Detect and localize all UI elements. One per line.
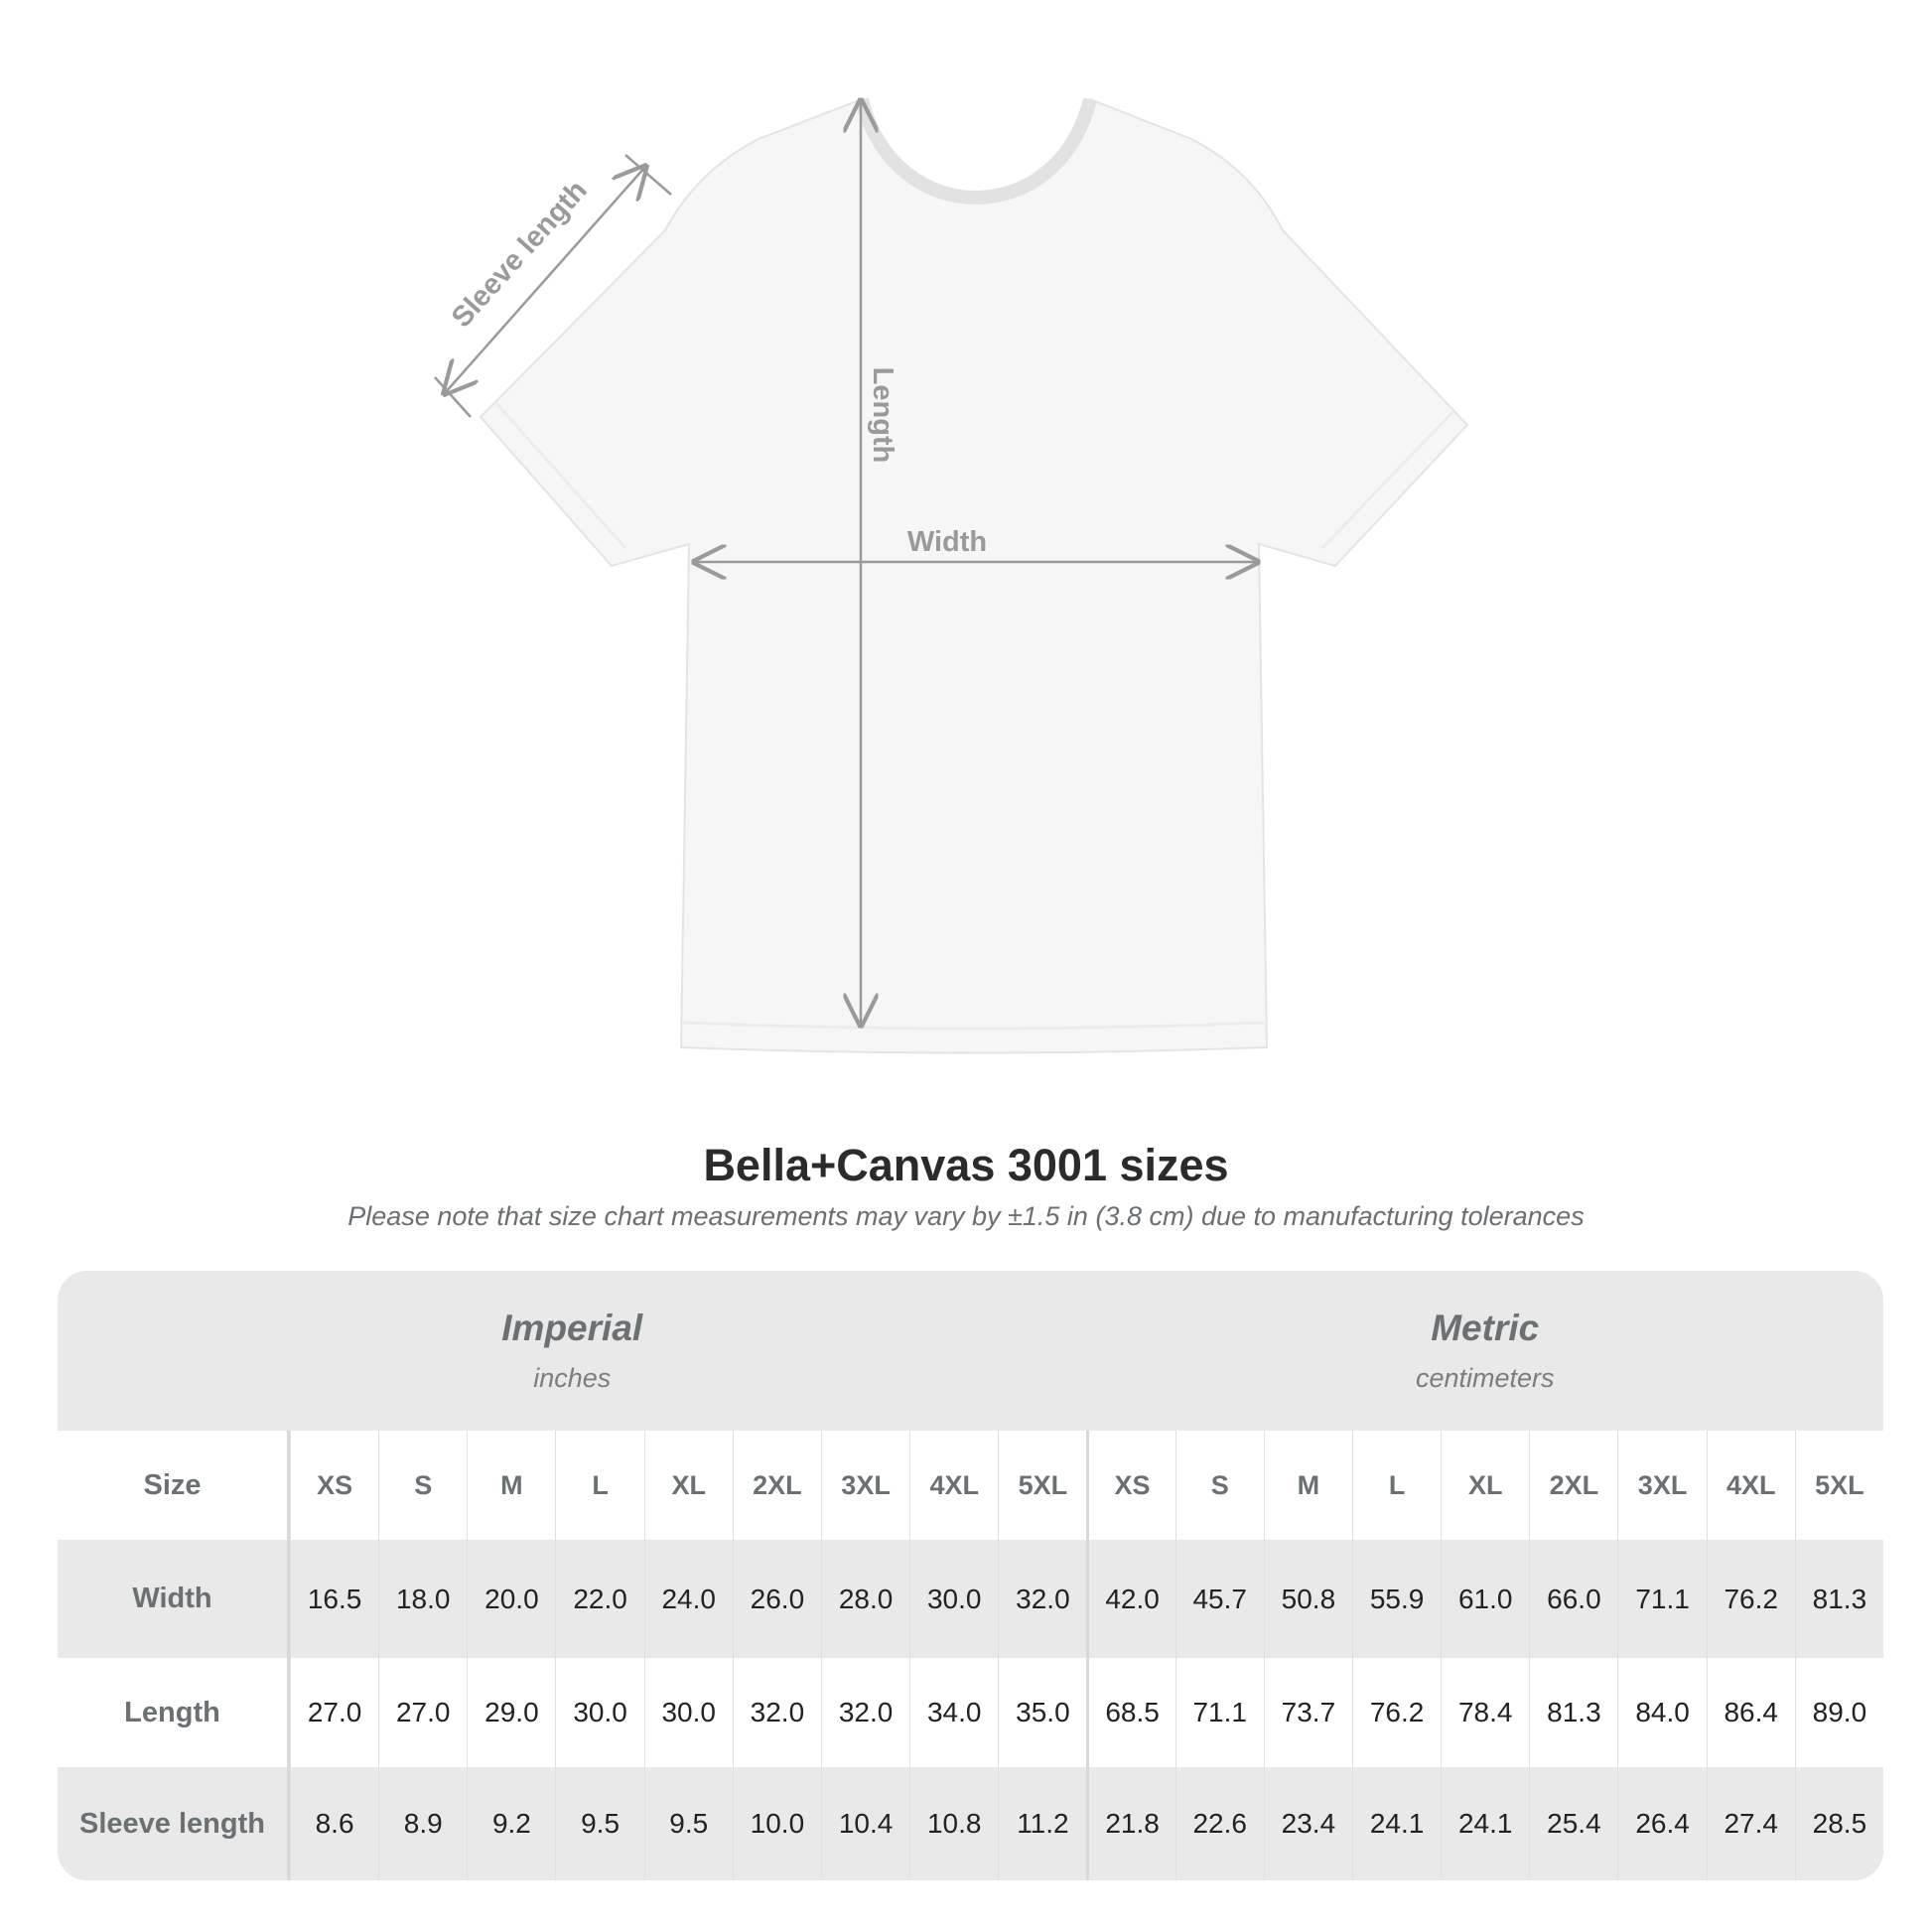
imperial-value-cell: 26.0 [732,1540,821,1658]
imperial-value-cell: 10.4 [820,1767,910,1880]
imperial-header: Imperial inches [58,1271,1087,1431]
imperial-value-cell: 32.0 [998,1540,1087,1658]
metric-value-cell: 28.5 [1794,1767,1883,1880]
metric-value-cell: 23.4 [1263,1767,1352,1880]
length-label: Length [867,367,898,464]
imperial-value-cell: 18.0 [378,1540,468,1658]
metric-value-cell: 76.2 [1351,1658,1442,1767]
imperial-size-header: 4XL [909,1431,999,1540]
size-chart-table: Imperial inches Metric centimeters Size X… [58,1271,1883,1880]
metric-size-header: L [1351,1431,1442,1540]
size-row-label: Size [58,1431,290,1540]
metric-value-cell: 86.4 [1706,1658,1795,1767]
metric-value-cell: 76.2 [1706,1540,1795,1658]
imperial-size-header: L [555,1431,644,1540]
metric-size-header: 5XL [1794,1431,1883,1540]
tshirt-image [479,97,1469,1054]
metric-size-header: 3XL [1617,1431,1707,1540]
imperial-size-header: XL [643,1431,733,1540]
metric-value-cell: 22.6 [1174,1767,1264,1880]
imperial-value-cell: 9.5 [643,1767,733,1880]
sleeve-length-arrow [445,167,645,393]
row-label: Length [58,1658,290,1767]
imperial-value-cell: 30.0 [555,1658,644,1767]
imperial-value-cell: 24.0 [643,1540,733,1658]
imperial-value-cell: 22.0 [555,1540,644,1658]
metric-value-cell: 89.0 [1794,1658,1883,1767]
metric-size-header: XS [1086,1431,1175,1540]
imperial-label: Imperial [501,1308,643,1348]
metric-value-cell: 73.7 [1263,1658,1352,1767]
imperial-size-header: XS [290,1431,379,1540]
metric-value-cell: 27.4 [1706,1767,1795,1880]
metric-size-header: M [1263,1431,1352,1540]
metric-value-cell: 42.0 [1086,1540,1175,1658]
imperial-size-header: S [378,1431,468,1540]
imperial-size-header: 3XL [820,1431,910,1540]
metric-size-header: 2XL [1529,1431,1618,1540]
imperial-value-cell: 35.0 [998,1658,1087,1767]
imperial-value-cell: 8.9 [378,1767,468,1880]
metric-value-cell: 66.0 [1529,1540,1618,1658]
imperial-value-cell: 10.0 [732,1767,821,1880]
metric-value-cell: 26.4 [1617,1767,1707,1880]
metric-value-cell: 55.9 [1351,1540,1442,1658]
imperial-value-cell: 32.0 [820,1658,910,1767]
imperial-value-cell: 30.0 [909,1540,999,1658]
metric-value-cell: 81.3 [1529,1658,1618,1767]
imperial-value-cell: 34.0 [909,1658,999,1767]
row-label: Width [58,1540,290,1658]
metric-value-cell: 24.1 [1351,1767,1442,1880]
metric-size-header: 4XL [1706,1431,1795,1540]
metric-value-cell: 21.8 [1086,1767,1175,1880]
tolerance-note: Please note that size chart measurements… [347,1201,1585,1231]
imperial-size-header: M [467,1431,556,1540]
metric-size-header: S [1174,1431,1264,1540]
width-label: Width [907,526,987,558]
imperial-value-cell: 9.5 [555,1767,644,1880]
row-label: Sleeve length [58,1767,290,1880]
metric-unit: centimeters [1415,1363,1555,1393]
metric-value-cell: 81.3 [1794,1540,1883,1658]
metric-value-cell: 78.4 [1441,1658,1530,1767]
imperial-size-header: 2XL [732,1431,821,1540]
metric-value-cell: 24.1 [1441,1767,1530,1880]
metric-value-cell: 50.8 [1263,1540,1352,1658]
metric-value-cell: 71.1 [1174,1658,1264,1767]
imperial-unit: inches [533,1363,612,1393]
metric-value-cell: 45.7 [1174,1540,1264,1658]
imperial-value-cell: 27.0 [290,1658,379,1767]
imperial-value-cell: 20.0 [467,1540,556,1658]
metric-value-cell: 84.0 [1617,1658,1707,1767]
metric-value-cell: 61.0 [1441,1540,1530,1658]
imperial-value-cell: 32.0 [732,1658,821,1767]
page-title: Bella+Canvas 3001 sizes [703,1140,1229,1190]
imperial-value-cell: 10.8 [909,1767,999,1880]
imperial-value-cell: 30.0 [643,1658,733,1767]
metric-header: Metric centimeters [1086,1271,1883,1431]
imperial-value-cell: 27.0 [378,1658,468,1767]
imperial-value-cell: 9.2 [467,1767,556,1880]
metric-value-cell: 25.4 [1529,1767,1618,1880]
imperial-value-cell: 11.2 [998,1767,1087,1880]
metric-label: Metric [1431,1308,1540,1348]
imperial-value-cell: 29.0 [467,1658,556,1767]
metric-size-header: XL [1441,1431,1530,1540]
metric-value-cell: 71.1 [1617,1540,1707,1658]
imperial-value-cell: 8.6 [290,1767,379,1880]
imperial-value-cell: 16.5 [290,1540,379,1658]
metric-value-cell: 68.5 [1086,1658,1175,1767]
tshirt-measurement-diagram: Sleeve length Length Width [434,97,1469,1054]
imperial-value-cell: 28.0 [820,1540,910,1658]
imperial-size-header: 5XL [998,1431,1087,1540]
